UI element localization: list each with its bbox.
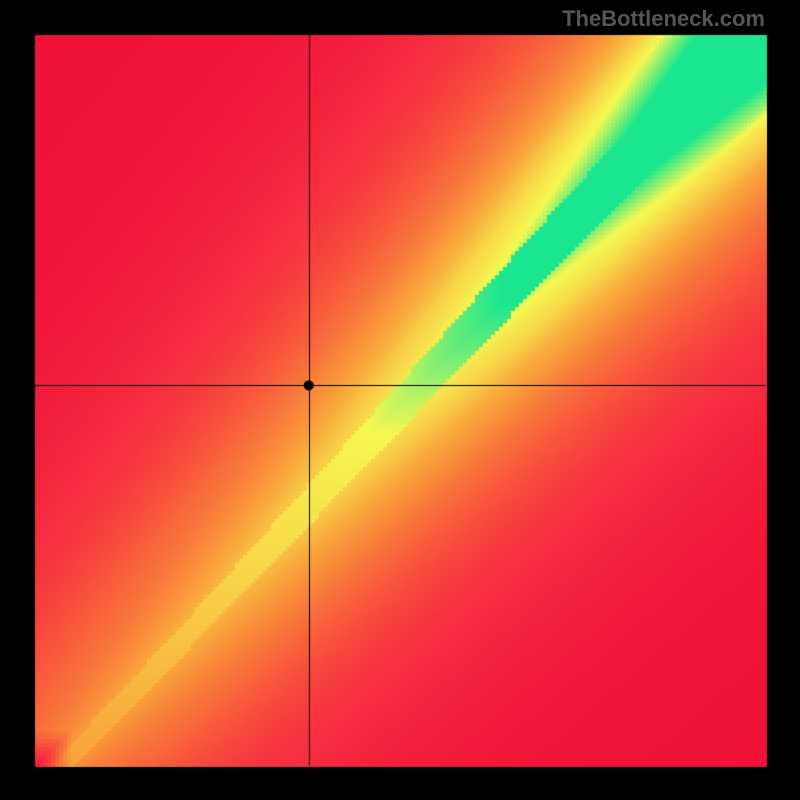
bottleneck-heatmap xyxy=(0,0,800,800)
chart-container: TheBottleneck.com xyxy=(0,0,800,800)
watermark-text: TheBottleneck.com xyxy=(562,6,765,32)
